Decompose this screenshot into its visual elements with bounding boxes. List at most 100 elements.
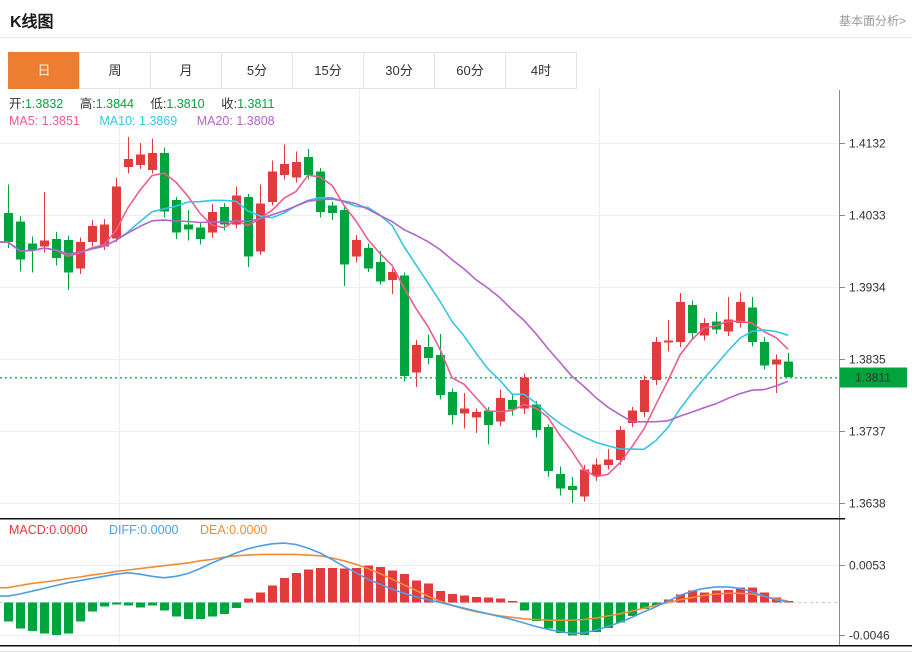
macd-bar xyxy=(448,594,457,603)
candle-body xyxy=(784,361,793,377)
dea-value-legend: DEA:0.0000 xyxy=(199,523,268,537)
macd-value-legend: MACD:0.0000 xyxy=(9,523,88,537)
y-axis-label: 1.3934 xyxy=(849,281,886,295)
tab-15min[interactable]: 15分 xyxy=(292,52,364,89)
candle-body xyxy=(328,205,337,213)
candle-body xyxy=(88,226,97,243)
macd-bar xyxy=(736,587,745,603)
macd-bar xyxy=(400,574,409,603)
close-value: 1.3811 xyxy=(237,97,275,111)
candle-body xyxy=(472,411,481,418)
candle-body xyxy=(676,301,685,342)
macd-bar xyxy=(340,568,349,603)
macd-bar xyxy=(364,565,373,603)
macd-bar xyxy=(268,585,277,603)
candle-body xyxy=(76,242,85,269)
candle-body xyxy=(388,271,397,281)
macd-bar xyxy=(232,602,241,609)
macd-bar xyxy=(568,602,577,636)
tab-month[interactable]: 月 xyxy=(150,52,222,89)
candle-body xyxy=(40,240,49,247)
macd-bar xyxy=(40,602,49,634)
kline-period-tabbar: 日周月 5分 15分 30分 60分 4时 xyxy=(8,52,577,89)
candle-body xyxy=(556,473,565,489)
tab-5min[interactable]: 5分 xyxy=(221,52,293,89)
candle-body xyxy=(484,410,493,426)
macd-bar xyxy=(556,602,565,633)
candle-body xyxy=(640,379,649,412)
ma10-legend: MA10: 1.3869 xyxy=(99,114,178,128)
macd-bar xyxy=(784,601,793,603)
tab-day[interactable]: 日 xyxy=(8,52,80,89)
candle-body xyxy=(688,304,697,334)
candle-body xyxy=(28,243,37,251)
candle-body xyxy=(292,161,301,178)
candle-body xyxy=(460,408,469,414)
dea-line xyxy=(0,553,789,622)
candle-body xyxy=(160,153,169,212)
candle-body xyxy=(412,344,421,373)
candle-body xyxy=(628,410,637,423)
macd-bar xyxy=(328,567,337,603)
candle-body xyxy=(364,247,373,269)
macd-legend: MACD:0.0000 DIFF:0.0000 DEA:0.0000 xyxy=(9,523,285,537)
high-value: 1.3844 xyxy=(95,97,134,111)
macd-bar xyxy=(640,602,649,609)
candle-body xyxy=(52,239,61,259)
macd-bar xyxy=(544,602,553,629)
candle-body xyxy=(664,340,673,343)
open-value: 1.3832 xyxy=(24,97,64,111)
macd-bar xyxy=(244,598,253,603)
candle-body xyxy=(520,377,529,409)
ma5-line xyxy=(0,172,789,478)
macd-bar xyxy=(112,602,121,605)
macd-bar xyxy=(256,592,265,603)
macd-bar xyxy=(16,602,25,629)
macd-y-axis-label: 0.0053 xyxy=(849,559,886,573)
macd-bar xyxy=(628,602,637,616)
candle-body xyxy=(424,347,433,358)
title-divider xyxy=(0,37,912,38)
candle-body xyxy=(760,341,769,366)
macd-bar xyxy=(64,602,73,634)
y-axis-label: 1.3737 xyxy=(849,425,886,439)
macd-bar xyxy=(760,592,769,603)
candle-body xyxy=(544,427,553,471)
ma20-legend: MA20: 1.3808 xyxy=(196,114,275,128)
macd-bar xyxy=(52,602,61,636)
candle-body xyxy=(772,359,781,365)
current-price-badge xyxy=(840,367,907,388)
candle-body xyxy=(580,469,589,497)
candle-body xyxy=(724,319,733,332)
macd-bar xyxy=(4,602,13,622)
y-axis-label: 1.3835 xyxy=(849,353,886,367)
macd-bar xyxy=(484,597,493,603)
candle-body xyxy=(304,156,313,176)
tab-60min[interactable]: 60分 xyxy=(434,52,506,89)
macd-bar xyxy=(160,602,169,611)
ma20-line xyxy=(0,198,789,423)
ma-legend: MA5: 1.3851 MA10: 1.3869 MA20: 1.3808 xyxy=(9,114,291,128)
page-title: K线图 xyxy=(10,14,54,31)
tab-30min[interactable]: 30分 xyxy=(363,52,435,89)
candle-body xyxy=(436,355,445,396)
candle-body xyxy=(244,196,253,257)
macd-bar xyxy=(208,602,217,617)
macd-y-axis-label: -0.0046 xyxy=(849,629,890,643)
current-price-badge-value: 1.3811 xyxy=(855,371,891,385)
tab-week[interactable]: 周 xyxy=(79,52,151,89)
high-label: 高: xyxy=(79,97,96,111)
macd-bar xyxy=(136,602,145,608)
candle-body xyxy=(604,459,613,466)
macd-bar xyxy=(520,602,529,611)
macd-bar xyxy=(196,602,205,619)
candle-body xyxy=(496,398,505,422)
candle-body xyxy=(592,464,601,476)
candle-body xyxy=(256,203,265,252)
diff-value-legend: DIFF:0.0000 xyxy=(109,523,179,537)
low-label: 低: xyxy=(150,97,167,111)
macd-bar xyxy=(436,591,445,603)
tab-4hour[interactable]: 4时 xyxy=(505,52,577,89)
fundamental-analysis-link[interactable]: 基本面分析> xyxy=(838,14,906,28)
